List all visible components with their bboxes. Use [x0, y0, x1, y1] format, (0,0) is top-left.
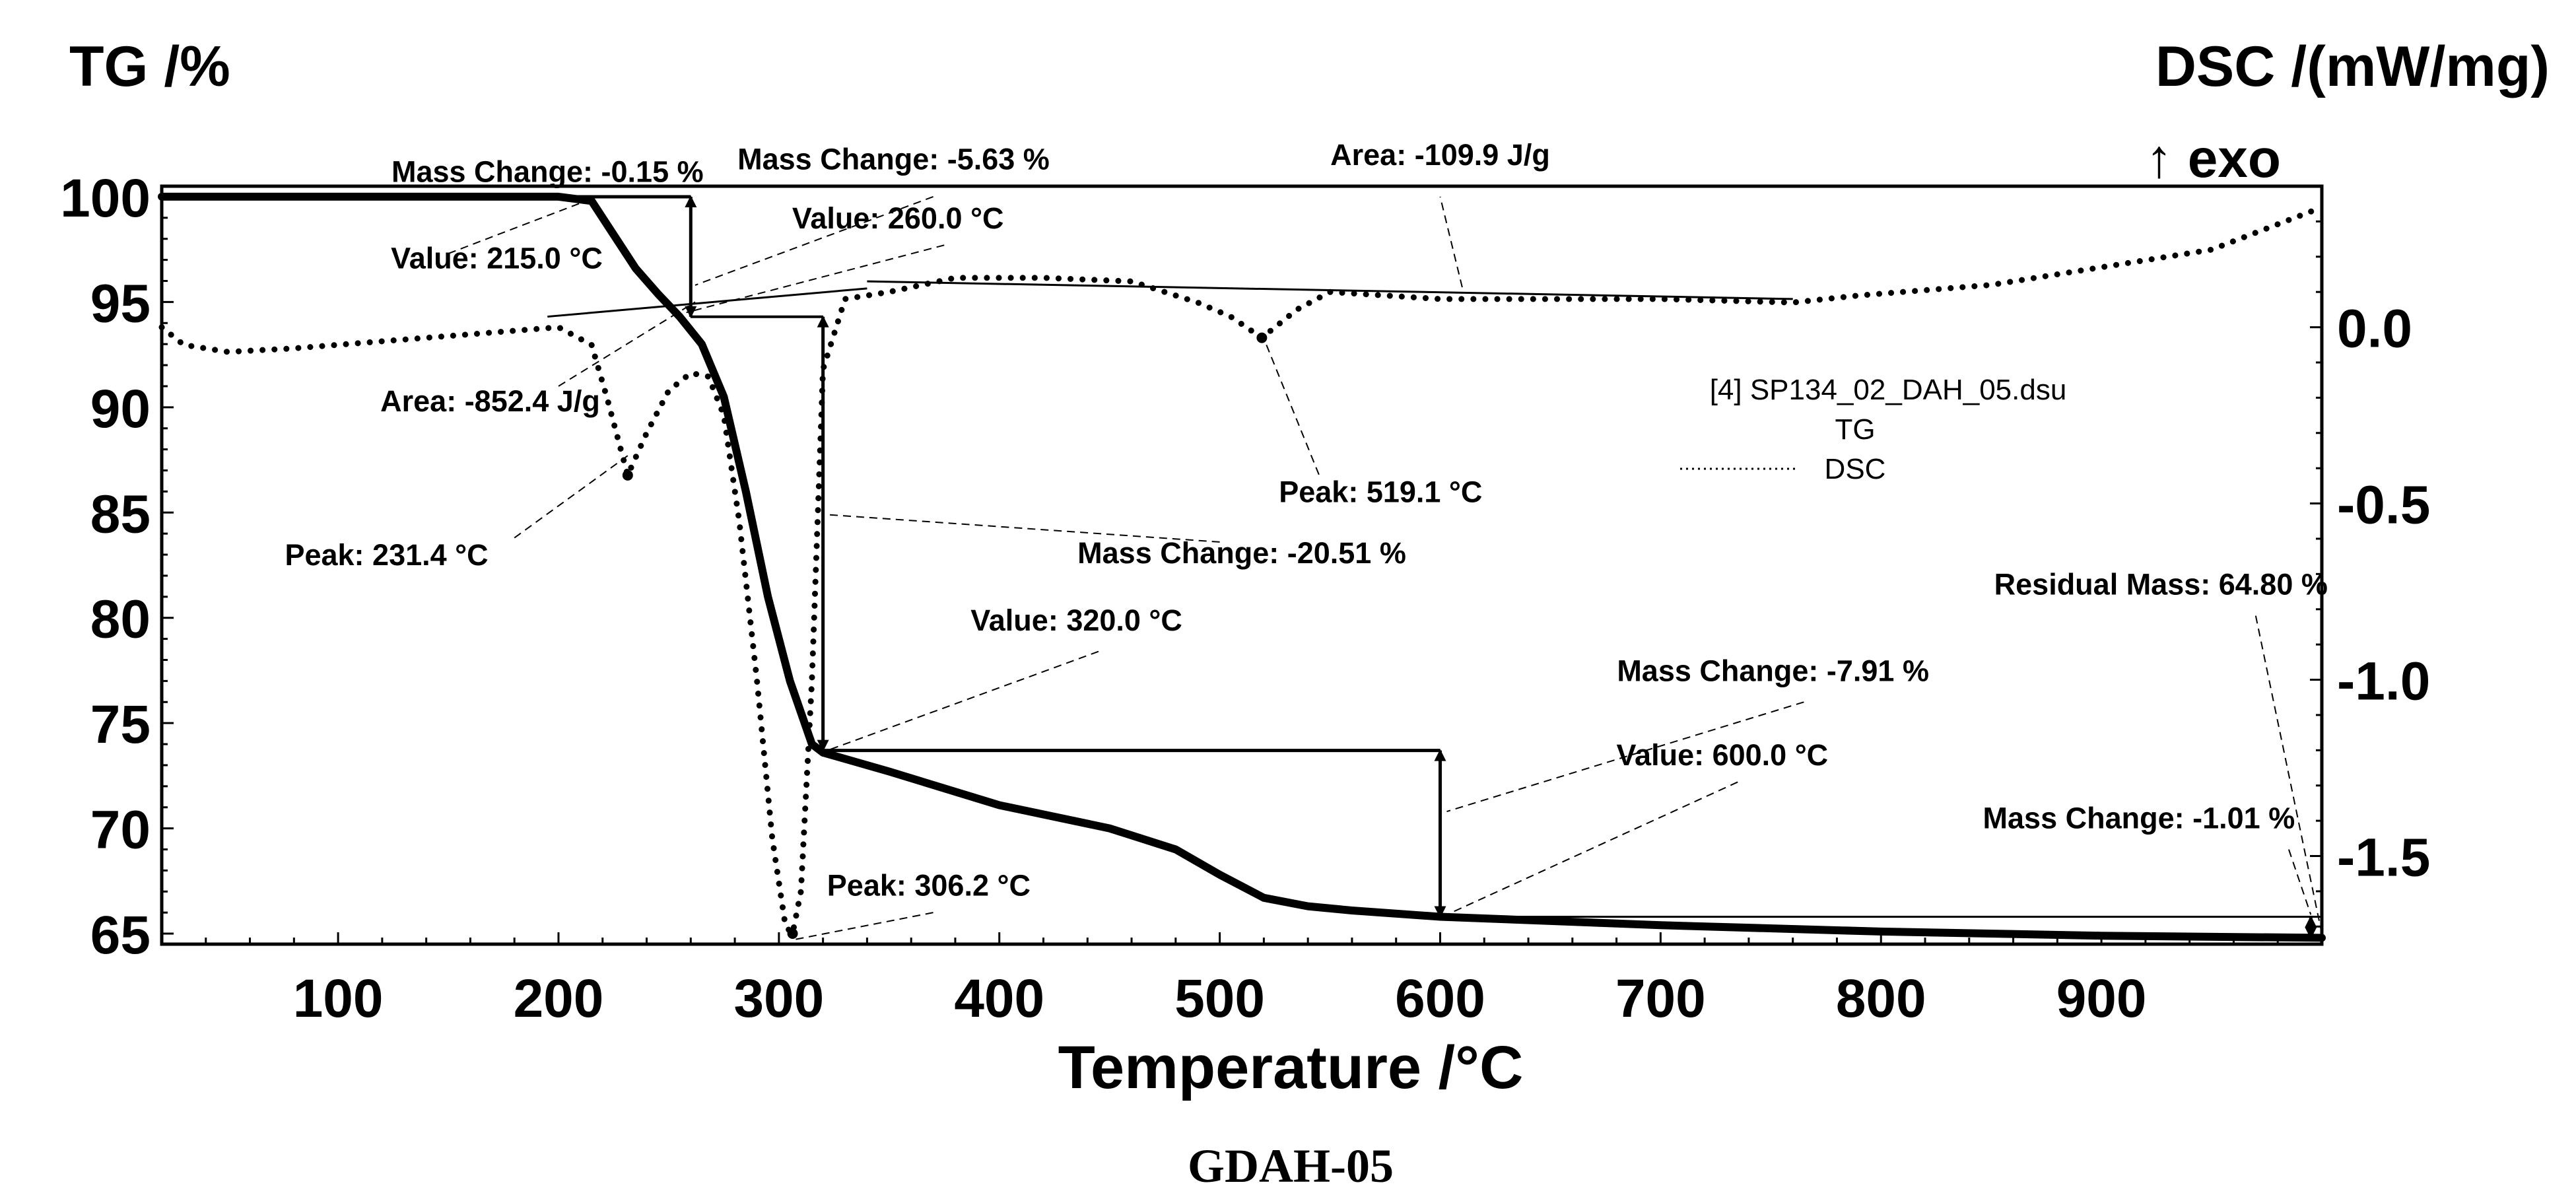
leader-peak-231 [514, 455, 628, 539]
leader-value-260 [686, 244, 945, 314]
annotation-label: Value: 320.0 °C [970, 603, 1182, 637]
analysis-guides [162, 195, 2322, 941]
annotation-label: Area: -852.4 J/g [380, 384, 600, 418]
annotation-label: Mass Change: -0.15 % [391, 155, 704, 189]
leader-mass-change-5.63 [695, 196, 933, 286]
y-left-tick-label: 95 [90, 273, 151, 333]
y-left-tick-label: 75 [90, 695, 151, 755]
annotation-label: Mass Change: -20.51 % [1077, 536, 1406, 570]
mass-change-arrow-1-head-bottom [685, 306, 697, 318]
exo-direction-note: ↑ exo [2146, 129, 2281, 189]
y-right-tick-label: 0.0 [2337, 299, 2412, 359]
dsc-peak-marker [1256, 332, 1268, 343]
y-right-tick-label: -1.5 [2337, 828, 2430, 888]
annotation-label: Area: -109.9 J/g [1330, 138, 1550, 172]
mass-change-arrow-3-head-top [1434, 749, 1446, 761]
annotation-label: Value: 600.0 °C [1617, 738, 1829, 772]
leader-peak-519 [1261, 333, 1320, 475]
mass-change-arrow-2-head-top [817, 315, 829, 327]
annotation-layer: Mass Change: -0.15 % Value: 215.0 °C Mass … [285, 138, 2327, 903]
annotation-label: Mass Change: -5.63 % [737, 142, 1050, 176]
x-tick-label: 900 [2056, 969, 2147, 1029]
mass-change-arrow-4-head-top [2305, 915, 2317, 928]
x-tick-label: 700 [1615, 969, 1706, 1029]
annotation-label: Peak: 306.2 °C [827, 869, 1031, 903]
annotation-label: Residual Mass: 64.80 % [1994, 568, 2328, 601]
figure-caption: GDAH-05 [1188, 1140, 1394, 1192]
annotation-label: Value: 215.0 °C [391, 241, 603, 275]
mass-change-arrow-4-head-bottom [2305, 927, 2317, 940]
plot-frame [160, 184, 2324, 946]
y-right-axis-title: DSC /(mW/mg) [2155, 35, 2550, 98]
dsc-peak-marker [787, 928, 798, 939]
y-left-tick-label: 65 [90, 905, 151, 965]
mass-change-arrow-3-head-bottom [1434, 906, 1446, 918]
dsc-peak-marker [622, 469, 633, 481]
x-tick-label: 300 [733, 969, 824, 1029]
y-left-axis: 100 95 90 85 80 75 70 65 [60, 168, 174, 965]
y-left-tick-label: 70 [90, 800, 151, 860]
y-left-tick-label: 80 [90, 590, 151, 650]
y-left-axis-title: TG /% [69, 35, 230, 98]
mass-change-arrow-1-head-top [685, 195, 697, 207]
leader-mass-change-7.91 [1446, 701, 1804, 813]
y-left-tick-label: 100 [60, 168, 151, 228]
annotation-label: Value: 260.0 °C [792, 201, 1004, 235]
leader-value-320 [827, 650, 1099, 751]
x-tick-label: 800 [1836, 969, 1926, 1029]
y-right-tick-label: -1.0 [2337, 652, 2430, 712]
legend-entry-dsc: DSC [1825, 453, 1886, 485]
series-layer [158, 192, 2326, 942]
series-dsc-line [158, 204, 2325, 937]
annotation-label: Peak: 231.4 °C [285, 538, 488, 572]
leader-value-600 [1446, 781, 1738, 916]
leader-area-109 [1439, 196, 1463, 288]
annotation-label: Peak: 519.1 °C [1279, 475, 1482, 508]
leader-peak-306 [792, 912, 933, 941]
x-tick-label: 600 [1395, 969, 1485, 1029]
x-tick-label: 500 [1174, 969, 1265, 1029]
legend: [4] SP134_02_DAH_05.dsu TG DSC [1680, 374, 2066, 485]
leader-residual-mass [2254, 615, 2322, 934]
leader-mass-change-1.01 [2288, 849, 2312, 915]
legend-file: [4] SP134_02_DAH_05.dsu [1710, 374, 2067, 406]
x-tick-label: 200 [514, 969, 604, 1029]
y-left-tick-label: 90 [90, 379, 151, 439]
x-axis-title: Temperature /°C [1058, 1034, 1524, 1101]
y-right-tick-label: -0.5 [2337, 475, 2430, 535]
x-tick-label: 400 [954, 969, 1044, 1029]
series-tg-line [158, 192, 2326, 942]
legend-entry-tg: TG [1835, 413, 1875, 446]
x-tick-label: 100 [293, 969, 384, 1029]
dsc-area-baseline-1 [547, 287, 867, 318]
y-right-axis: 0.0 -0.5 -1.0 -1.5 [2310, 220, 2430, 928]
y-left-tick-label: 85 [90, 484, 151, 544]
leader-area-852 [558, 301, 696, 387]
annotation-label: Mass Change: -1.01 % [1983, 802, 2295, 835]
x-axis: 100 200 300 400 500 600 700 800 900 [205, 932, 2279, 1029]
annotation-label: Mass Change: -7.91 % [1617, 654, 1929, 687]
mass-change-arrow-2-head-bottom [817, 739, 829, 752]
